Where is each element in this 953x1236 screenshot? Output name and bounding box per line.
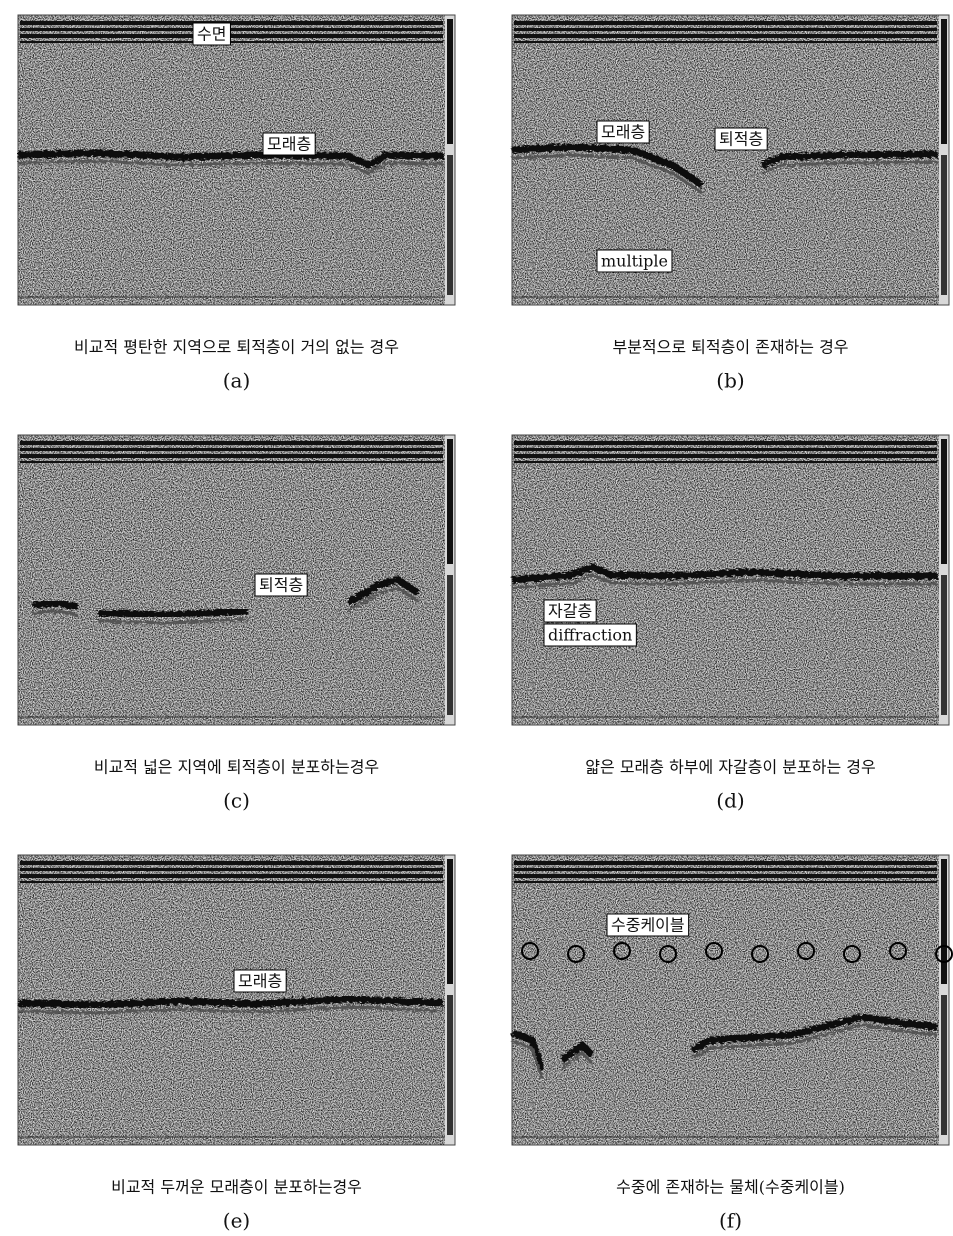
annotation: 수면 xyxy=(197,25,226,44)
color-bar-bottom xyxy=(941,155,947,295)
surface-band xyxy=(20,21,443,25)
surface-band xyxy=(514,868,937,871)
surface-band xyxy=(20,441,443,445)
surface-band xyxy=(514,41,937,43)
surface-band xyxy=(20,448,443,451)
annotation: multiple xyxy=(601,252,668,271)
color-bar-top xyxy=(447,859,453,984)
surface-band xyxy=(514,34,937,38)
color-bar-top xyxy=(941,859,947,984)
panel-noise xyxy=(512,855,939,1145)
caption: 비교적 넓은 지역에 퇴적층이 분포하는경우 xyxy=(94,758,379,777)
color-bar-bottom xyxy=(447,155,453,295)
annotation: 자갈층 xyxy=(548,602,592,621)
panel-letter: (f) xyxy=(719,1209,742,1233)
color-bar-top xyxy=(941,19,947,144)
surface-band xyxy=(514,28,937,31)
caption: 비교적 평탄한 지역으로 퇴적층이 거의 없는 경우 xyxy=(74,338,399,357)
panel-letter: (e) xyxy=(223,1209,250,1233)
surface-band xyxy=(514,454,937,458)
color-bar-bottom xyxy=(447,575,453,715)
panel-letter: (b) xyxy=(716,369,744,393)
sonar-panel: 모래층 퇴적층 multiple xyxy=(512,15,949,305)
surface-band xyxy=(20,881,443,883)
surface-band xyxy=(514,874,937,878)
figure: 수면모래층비교적 평탄한 지역으로 퇴적층이 거의 없는 경우(a)모래층퇴적층… xyxy=(0,0,953,1236)
surface-band xyxy=(514,881,937,883)
sonar-panel: 수중케이블 xyxy=(512,855,952,1145)
surface-band xyxy=(20,34,443,38)
panel-noise xyxy=(512,15,939,305)
surface-band xyxy=(20,454,443,458)
panel-letter: (c) xyxy=(223,789,250,813)
caption: 수중에 존재하는 물체(수중케이블) xyxy=(616,1178,845,1197)
surface-band xyxy=(20,41,443,43)
surface-band xyxy=(20,28,443,31)
seabed-reflector xyxy=(33,603,78,607)
color-bar-bottom xyxy=(447,995,453,1135)
surface-band xyxy=(514,861,937,865)
caption: 부분적으로 퇴적층이 존재하는 경우 xyxy=(612,338,848,357)
annotation: 수중케이블 xyxy=(611,916,685,935)
color-bar-top xyxy=(447,19,453,144)
annotation: diffraction xyxy=(548,626,632,645)
color-bar-bottom xyxy=(941,575,947,715)
panel-letter: (a) xyxy=(223,369,251,393)
surface-band xyxy=(514,448,937,451)
surface-band xyxy=(20,461,443,463)
annotation: 모래층 xyxy=(238,972,282,991)
color-bar-top xyxy=(447,439,453,564)
sonar-panel: 퇴적층 xyxy=(18,435,455,725)
color-bar-top xyxy=(941,439,947,564)
panel-letter: (d) xyxy=(716,789,744,813)
surface-band xyxy=(20,874,443,878)
annotation: 모래층 xyxy=(267,135,311,154)
annotation: 모래층 xyxy=(601,123,645,142)
sonar-panel: 모래층 xyxy=(18,855,455,1145)
caption: 비교적 두꺼운 모래층이 분포하는경우 xyxy=(111,1178,362,1197)
surface-band xyxy=(20,868,443,871)
surface-band xyxy=(514,21,937,25)
surface-band xyxy=(514,441,937,445)
surface-band xyxy=(514,461,937,463)
annotation: 퇴적층 xyxy=(259,576,303,595)
surface-band xyxy=(20,861,443,865)
caption: 얇은 모래층 하부에 자갈층이 분포하는 경우 xyxy=(585,758,875,777)
annotation: 퇴적층 xyxy=(719,130,763,149)
color-bar-bottom xyxy=(941,995,947,1135)
sonar-panel: 자갈층 diffraction xyxy=(512,435,949,725)
panel-noise xyxy=(18,435,445,725)
page: {"panels": [ {"letter": "(a)", "caption"… xyxy=(0,0,953,1236)
seabed-reflector xyxy=(98,611,248,615)
